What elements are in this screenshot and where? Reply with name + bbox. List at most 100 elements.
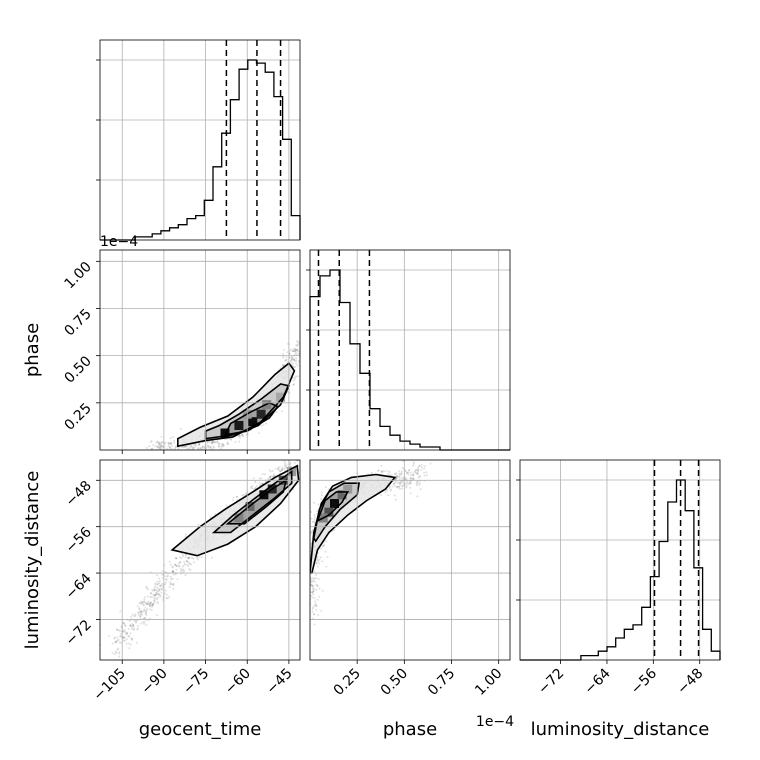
scatter-point — [370, 471, 373, 474]
scatter-point — [201, 445, 204, 448]
scatter-point — [302, 581, 304, 583]
scatter-point — [258, 481, 261, 484]
scatter-point — [304, 593, 306, 595]
scatter-point — [184, 533, 187, 536]
scatter-point — [158, 461, 160, 463]
scatter-point — [123, 636, 126, 639]
scatter-point — [183, 445, 186, 448]
scatter-point — [416, 481, 419, 484]
scatter-point — [120, 641, 123, 644]
scatter-point — [158, 444, 161, 446]
scatter-point — [301, 356, 303, 358]
scatter-point — [398, 470, 400, 473]
scatter-point — [170, 443, 173, 446]
density-cell — [276, 392, 286, 402]
scatter-point — [167, 445, 170, 448]
scatter-point — [161, 573, 164, 576]
scatter-point — [170, 582, 173, 585]
scatter-point — [145, 587, 148, 590]
scatter-point — [416, 495, 419, 498]
scatter-point — [187, 565, 189, 567]
scatter-point — [131, 613, 134, 616]
scatter-point — [171, 455, 173, 457]
scatter-point — [285, 466, 288, 469]
scatter-point — [199, 447, 202, 449]
scatter-point — [171, 451, 173, 453]
scatter-point — [313, 623, 316, 626]
scatter-point — [155, 614, 158, 617]
scatter-point — [172, 570, 175, 573]
scatter-point — [194, 443, 196, 446]
scatter-point — [282, 364, 285, 367]
scatter-point — [294, 376, 296, 379]
scatter-point — [292, 366, 295, 369]
scatter-point — [155, 591, 158, 594]
scatter-point — [284, 360, 287, 362]
scatter-point — [221, 442, 224, 445]
scatter-point — [165, 447, 168, 450]
scatter-point — [236, 495, 238, 498]
scatter-point — [140, 600, 143, 603]
scatter-point — [146, 595, 149, 598]
scatter-point — [170, 457, 172, 459]
scatter-point — [143, 609, 146, 612]
scatter-point — [229, 438, 232, 441]
scatter-point — [154, 594, 157, 597]
scatter-point — [226, 442, 229, 445]
scatter-point — [232, 496, 235, 499]
scatter-point — [303, 348, 305, 350]
contour-line-0 — [170, 464, 300, 557]
scatter-point — [302, 343, 304, 345]
scatter-point — [169, 575, 172, 578]
histogram-grid-geocent_time — [100, 40, 300, 240]
phase-x-offset-text: 1e−4 — [476, 714, 514, 730]
scatter-point — [216, 440, 219, 443]
scatter-point — [210, 454, 212, 456]
scatter-point — [133, 619, 136, 622]
scatter-point — [282, 356, 285, 359]
scatter-point — [417, 476, 420, 479]
scatter-point — [238, 436, 241, 439]
scatter-point — [244, 493, 247, 496]
scatter-point — [311, 607, 314, 610]
scatter-point — [295, 362, 298, 365]
scatter-point — [161, 577, 164, 580]
scatter-point — [113, 636, 116, 639]
scatter-point — [385, 490, 388, 493]
scatter-point — [222, 443, 225, 446]
scatter-point — [179, 568, 182, 570]
scatter-point — [416, 480, 419, 483]
scatter-point — [176, 565, 179, 567]
scatter-point — [315, 609, 318, 612]
scatter-point — [131, 638, 134, 641]
scatter-point — [414, 470, 417, 473]
scatter-point — [381, 471, 384, 474]
scatter-point — [159, 442, 162, 445]
contour-fill-0 — [177, 363, 295, 447]
scatter-point — [394, 473, 397, 476]
scatter-point — [273, 474, 275, 477]
scatter-point — [169, 454, 171, 456]
scatter-point — [294, 461, 296, 464]
panel-content — [100, 460, 300, 658]
y-tick-label-luminosity_distance: −64 — [63, 570, 95, 602]
scatter-point — [171, 583, 174, 586]
scatter-point — [156, 591, 159, 594]
scatter-point — [122, 637, 125, 640]
scatter-point — [184, 574, 187, 577]
scatter-point — [399, 483, 402, 486]
scatter-point — [412, 473, 415, 476]
scatter-point — [377, 469, 379, 472]
scatter-point — [307, 551, 309, 553]
histogram-step-luminosity_distance — [520, 479, 721, 661]
scatter-point — [301, 627, 303, 629]
scatter-point — [425, 474, 428, 477]
scatter-point — [153, 458, 155, 460]
scatter-point — [415, 482, 418, 485]
scatter-point — [289, 465, 291, 468]
phase-y-offset-text: 1e−4 — [100, 234, 138, 250]
scatter-point — [400, 481, 403, 484]
scatter-point — [148, 608, 151, 611]
scatter-point — [144, 611, 147, 614]
scatter-point — [284, 465, 287, 468]
